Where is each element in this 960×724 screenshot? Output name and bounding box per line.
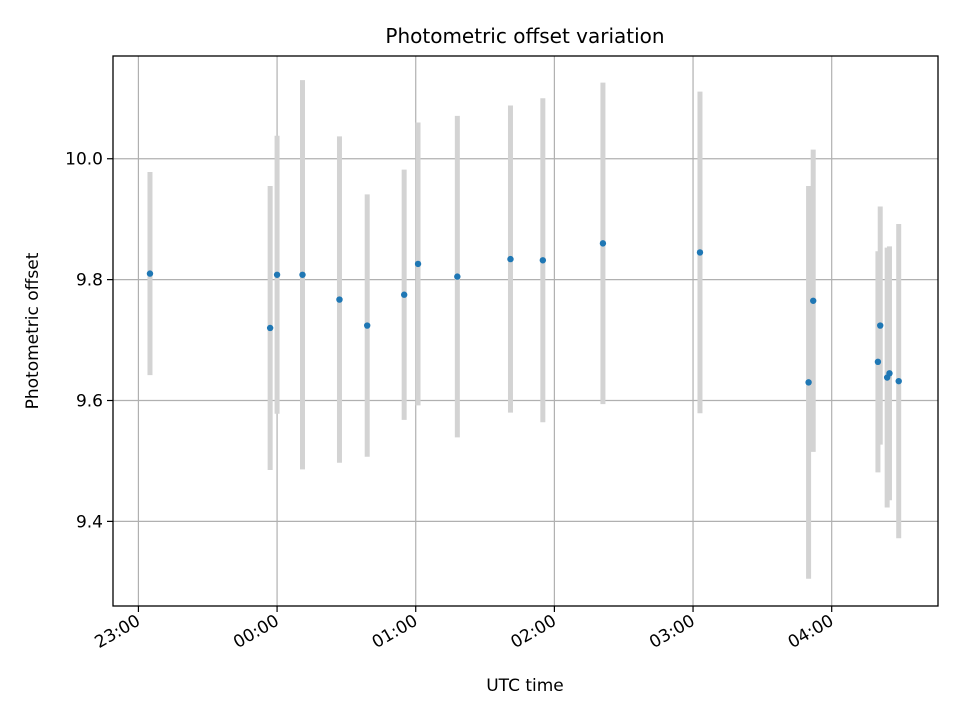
data-point bbox=[895, 377, 902, 385]
y-axis: 9.4 9.6 9.8 10.0 bbox=[65, 150, 113, 532]
data-point bbox=[364, 322, 371, 329]
chart-title: Photometric offset variation bbox=[385, 24, 664, 48]
x-axis-label: UTC time bbox=[486, 676, 564, 696]
data-point bbox=[805, 379, 812, 386]
data-point bbox=[454, 273, 461, 280]
data-point bbox=[696, 249, 704, 256]
data-point bbox=[146, 270, 154, 277]
data-point bbox=[507, 255, 514, 263]
y-tick-label: 9.8 bbox=[76, 271, 103, 291]
data-point bbox=[400, 291, 408, 298]
data-point bbox=[273, 271, 281, 278]
data-point bbox=[266, 324, 274, 332]
data-point bbox=[886, 370, 893, 377]
y-tick-label: 9.6 bbox=[76, 392, 103, 412]
data-points bbox=[146, 240, 902, 386]
y-tick-label: 10.0 bbox=[65, 150, 103, 170]
data-point bbox=[414, 260, 422, 268]
y-axis-label: Photometric offset bbox=[23, 252, 43, 409]
data-point bbox=[599, 240, 607, 247]
data-point bbox=[336, 296, 343, 303]
data-point bbox=[877, 322, 884, 329]
data-point bbox=[299, 271, 306, 278]
y-tick-label: 9.4 bbox=[76, 512, 103, 532]
data-point bbox=[810, 297, 817, 304]
data-point bbox=[874, 358, 882, 366]
plot-frame bbox=[112, 55, 939, 607]
data-point bbox=[539, 257, 547, 264]
